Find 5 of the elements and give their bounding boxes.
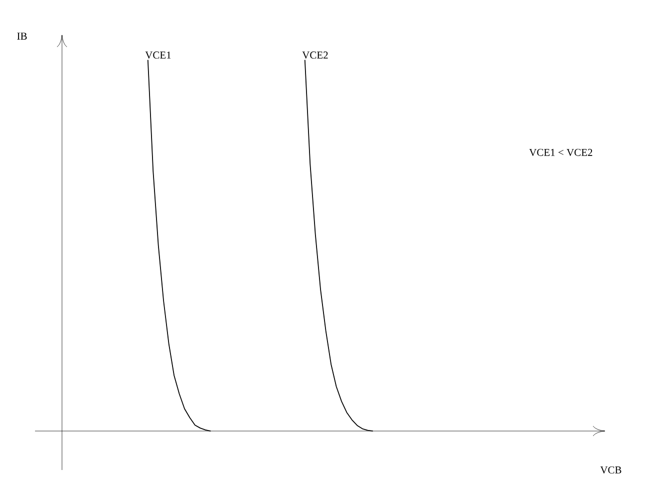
y-axis-title: IB — [17, 32, 27, 40]
series-label: VCE1 — [145, 52, 171, 59]
series-label: VCE2 — [302, 52, 328, 59]
x-axis-title: VCB — [600, 466, 622, 474]
annotation: VCE1 < VCE2 — [529, 148, 592, 156]
